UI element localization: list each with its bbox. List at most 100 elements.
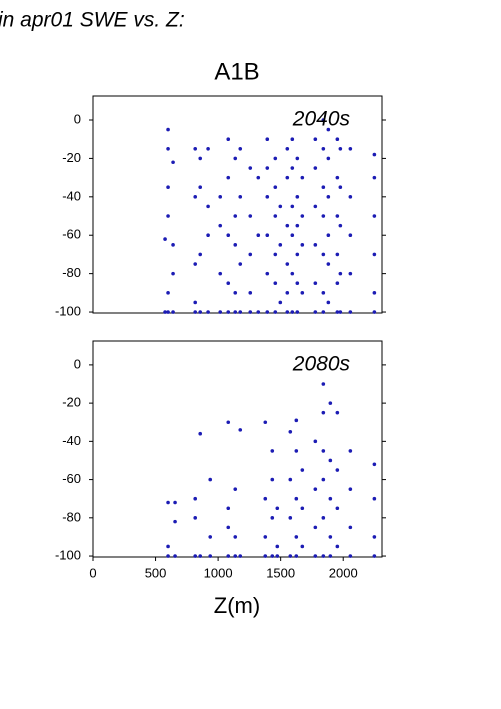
y-tick-label: -40	[62, 433, 81, 448]
data-point	[335, 137, 340, 142]
data-point	[163, 237, 167, 241]
annotation: 2040s	[292, 108, 351, 131]
data-point	[166, 214, 170, 218]
plot-frame	[92, 95, 383, 314]
data-point	[166, 554, 170, 558]
data-point	[348, 487, 353, 491]
data-point	[193, 262, 198, 266]
data-point	[348, 525, 353, 530]
data-point	[166, 500, 170, 505]
data-point	[206, 310, 210, 314]
data-point	[300, 214, 305, 218]
data-point	[335, 214, 340, 218]
data-point	[233, 291, 238, 295]
data-point	[206, 204, 210, 209]
data-point	[321, 449, 326, 453]
data-point	[233, 310, 238, 314]
data-point	[348, 147, 353, 151]
data-point	[295, 310, 300, 314]
data-point	[226, 175, 231, 180]
data-point	[198, 431, 203, 436]
data-point	[248, 166, 253, 170]
data-point	[173, 519, 177, 524]
data-point	[288, 477, 293, 482]
data-point	[348, 195, 353, 199]
x-tick-label: 500	[145, 565, 167, 580]
data-point	[321, 147, 326, 151]
data-point	[372, 214, 377, 218]
data-point	[328, 496, 333, 501]
data-point	[313, 310, 318, 314]
data-point	[270, 516, 275, 520]
data-point	[348, 449, 353, 453]
data-point	[335, 506, 340, 511]
data-point	[233, 243, 238, 247]
data-point	[321, 382, 326, 386]
data-point	[206, 147, 210, 151]
data-point	[273, 156, 278, 161]
y-tick-label: -60	[62, 471, 81, 486]
data-point	[238, 428, 243, 432]
data-point	[313, 243, 318, 247]
data-point	[338, 271, 343, 276]
data-point	[348, 310, 353, 314]
data-point	[248, 291, 253, 295]
data-point	[265, 195, 270, 199]
data-point	[163, 310, 167, 314]
data-point	[372, 462, 377, 467]
data-point	[193, 195, 198, 199]
y-tick-label: 0	[74, 356, 81, 371]
data-point	[265, 310, 270, 314]
data-point	[263, 535, 268, 539]
data-point	[238, 195, 243, 199]
data-point	[226, 137, 231, 142]
data-point	[198, 252, 203, 257]
data-point	[273, 281, 278, 286]
data-point	[166, 291, 170, 295]
data-point	[226, 554, 231, 558]
data-point	[326, 156, 331, 161]
data-point	[166, 544, 170, 549]
data-point	[313, 554, 318, 558]
data-point	[208, 535, 213, 539]
data-point	[285, 175, 290, 180]
data-point	[198, 185, 203, 190]
data-point	[313, 281, 318, 286]
y-tick-label: -80	[62, 509, 81, 524]
data-point	[328, 535, 333, 539]
data-point	[321, 252, 326, 257]
data-point	[290, 204, 295, 209]
data-point	[171, 243, 175, 247]
data-point	[233, 487, 238, 491]
data-point	[313, 137, 318, 142]
data-point	[294, 535, 299, 539]
data-point	[313, 204, 318, 209]
data-point	[321, 554, 326, 558]
data-point	[372, 535, 377, 539]
x-tick-label: 0	[89, 565, 96, 580]
data-point	[295, 195, 300, 199]
data-point	[294, 554, 299, 558]
data-point	[313, 525, 318, 530]
data-point	[300, 544, 305, 549]
data-point	[233, 156, 238, 161]
data-point	[226, 310, 231, 314]
data-point	[321, 214, 326, 218]
data-point	[275, 554, 280, 558]
data-point	[265, 137, 270, 142]
data-point	[321, 477, 326, 482]
data-point	[285, 310, 290, 314]
data-point	[335, 281, 340, 286]
data-point	[193, 496, 198, 501]
data-point	[263, 496, 268, 501]
y-tick-label: 0	[74, 111, 81, 126]
data-point	[166, 310, 170, 314]
data-point	[321, 310, 326, 314]
data-point	[300, 243, 305, 247]
x-tick-label: 2000	[329, 565, 358, 580]
data-point	[313, 487, 318, 491]
data-point	[290, 166, 295, 170]
data-point	[326, 300, 331, 305]
data-point	[198, 156, 203, 161]
